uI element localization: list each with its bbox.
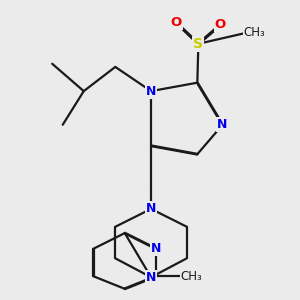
Text: N: N	[146, 85, 156, 98]
Text: CH₃: CH₃	[181, 270, 203, 283]
Text: N: N	[146, 202, 156, 215]
Text: N: N	[151, 242, 161, 255]
Text: N: N	[218, 118, 228, 131]
Text: S: S	[194, 37, 203, 51]
Text: O: O	[215, 18, 226, 32]
Text: N: N	[146, 271, 156, 284]
Text: CH₃: CH₃	[244, 26, 266, 39]
Text: O: O	[171, 16, 182, 29]
